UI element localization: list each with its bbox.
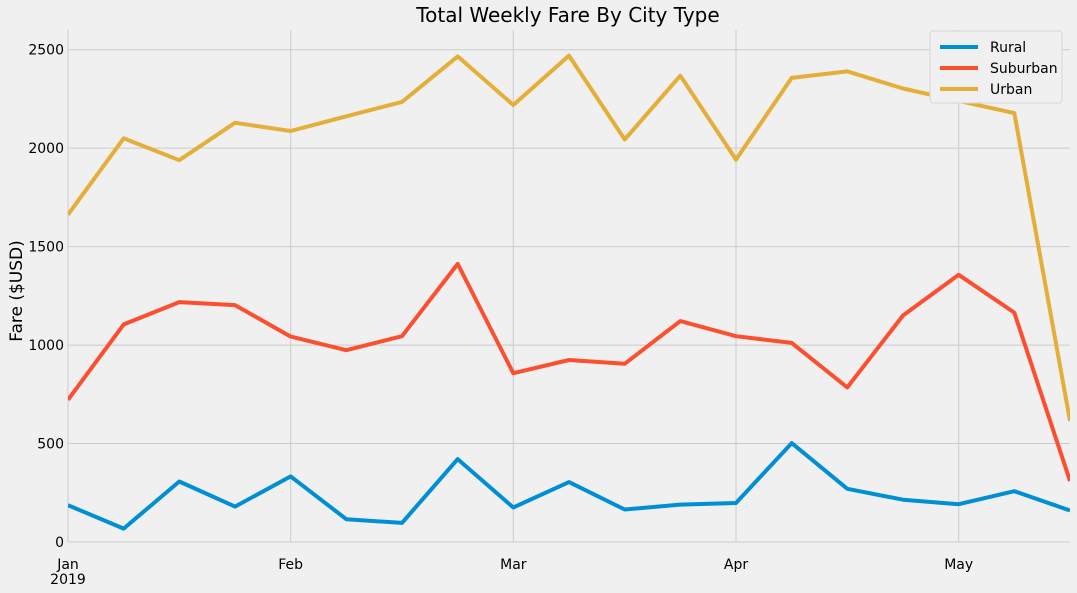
x-tick-label: Feb <box>278 557 303 573</box>
legend-label: Suburban <box>990 61 1058 77</box>
series-line-urban <box>68 53 1070 422</box>
legend: Rural Suburban Urban <box>929 30 1063 104</box>
y-tick-label: 500 <box>37 437 64 453</box>
x-tick-label: May <box>944 557 973 573</box>
x-gridlines <box>67 30 960 542</box>
y-axis-label: Fare ($USD) <box>7 240 27 342</box>
legend-label: Urban <box>990 82 1032 98</box>
y-tick-label: 2500 <box>28 43 64 59</box>
series-line-rural <box>68 441 1070 531</box>
chart-title: Total Weekly Fare By City Type <box>415 3 719 27</box>
y-tick-labels: 0 500 1000 1500 2000 2500 <box>28 43 64 551</box>
y-tick-label: 2000 <box>28 141 64 157</box>
y-tick-label: 1000 <box>28 338 64 354</box>
x-tick-sublabel: 2019 <box>50 572 86 588</box>
x-tick-label: Apr <box>724 557 748 573</box>
series-lines <box>68 53 1070 531</box>
legend-label: Rural <box>990 40 1026 56</box>
y-gridlines <box>68 49 1070 543</box>
x-tick-label: Mar <box>500 557 527 573</box>
y-tick-label: 1500 <box>28 240 64 256</box>
y-tick-label: 0 <box>55 535 64 551</box>
series-line-suburban <box>68 261 1070 482</box>
x-tick-label: Jan <box>56 557 79 573</box>
